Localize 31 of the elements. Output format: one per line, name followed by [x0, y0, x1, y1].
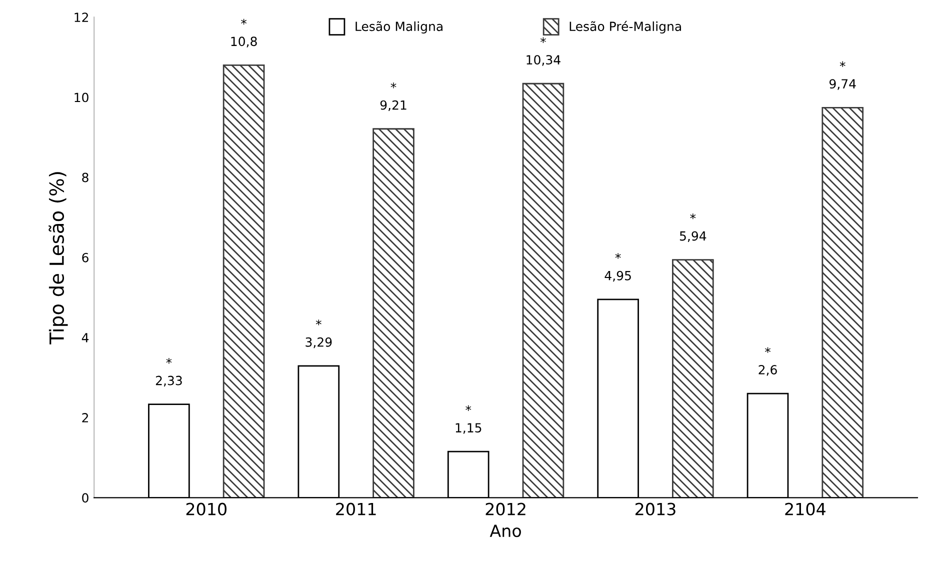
y-tick-label: 0	[82, 493, 88, 503]
bar	[372, 128, 414, 498]
legend-label: Lesão Maligna	[356, 21, 442, 34]
x-tick-label: 2011	[336, 502, 376, 516]
x-axis-title: Ano	[490, 524, 521, 538]
data-label: * 4,95	[604, 253, 631, 282]
data-label: * 2,33	[156, 358, 182, 387]
legend-label: Lesão Pré-Maligna	[570, 20, 681, 34]
data-label: * 10,8	[231, 18, 257, 48]
y-tick-label: 6	[82, 252, 88, 262]
y-tick-label: 12	[74, 12, 88, 22]
bar	[672, 259, 714, 498]
data-label: * 5,94	[680, 213, 706, 242]
x-tick-label: 2013	[636, 502, 676, 516]
y-tick-label: 2	[82, 413, 88, 422]
bar	[222, 64, 265, 498]
y-axis-title: Tipo de Lesão (%)	[48, 172, 68, 344]
y-tick-label: 8	[82, 172, 88, 182]
data-label: * 10,34	[526, 37, 560, 66]
data-label: * 3,29	[306, 320, 332, 348]
x-tick-label: 2104	[785, 502, 826, 516]
y-tick-label: 10	[74, 92, 88, 102]
x-tick-label: 2010	[186, 502, 226, 516]
bar	[822, 106, 864, 498]
data-label: * 9,74	[829, 61, 856, 90]
data-label: * 9,21	[380, 82, 406, 112]
bar	[522, 82, 564, 498]
y-tick-label: 4	[82, 333, 89, 342]
data-label: * 1,15	[456, 405, 482, 434]
data-label: * 2,6	[758, 347, 777, 376]
x-tick-label: 2012	[486, 502, 526, 516]
